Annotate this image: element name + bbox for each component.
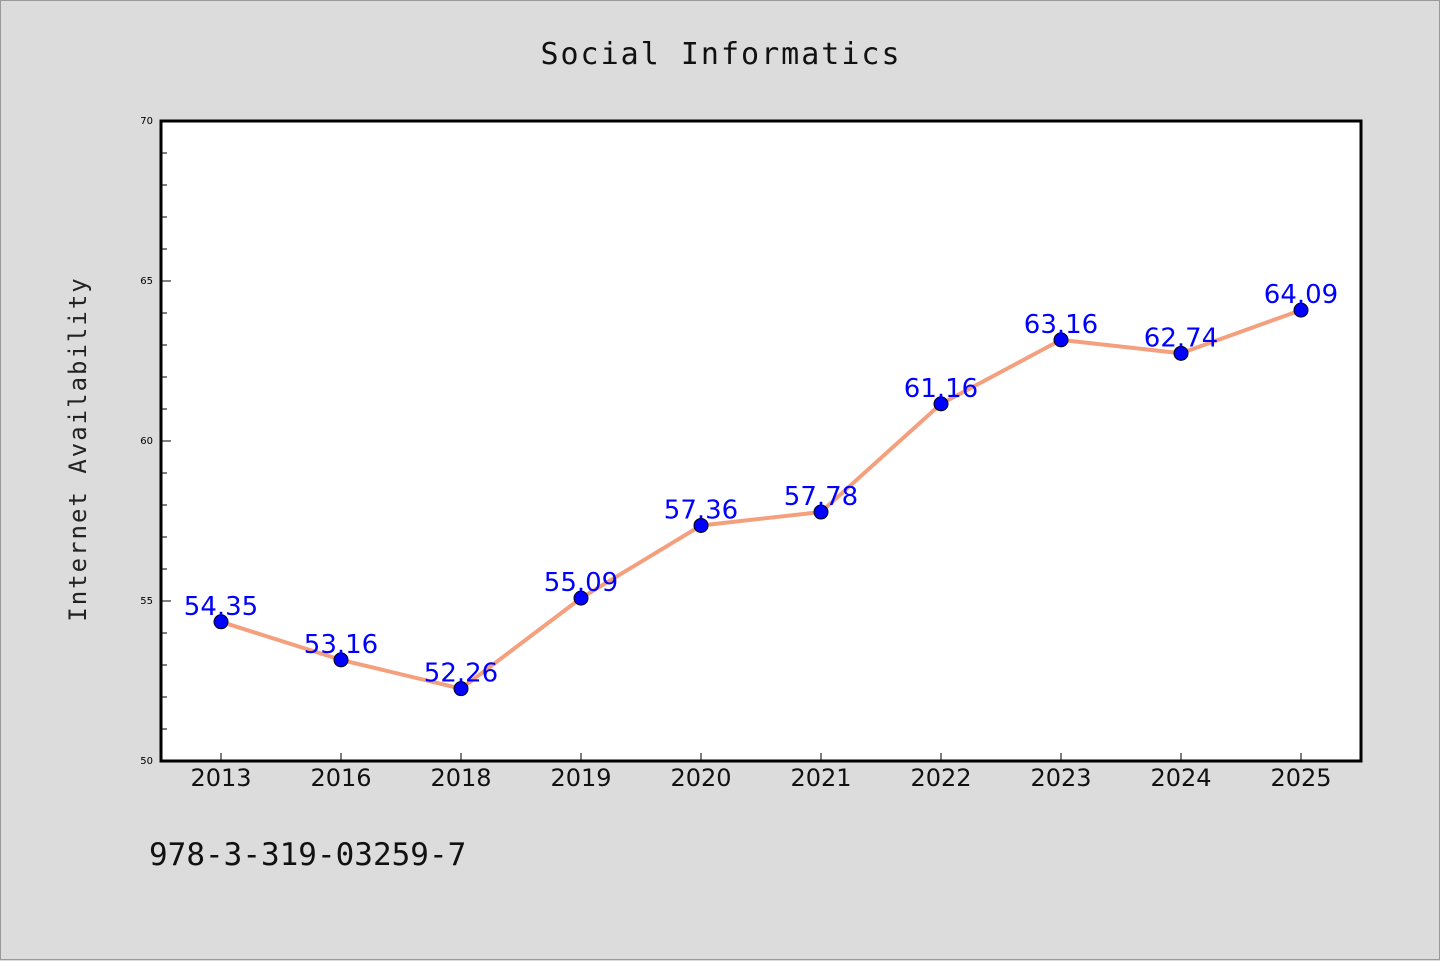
x-tick-label: 2020 (670, 764, 731, 792)
data-point (573, 590, 589, 606)
data-point (1293, 302, 1309, 318)
x-tick-label: 2021 (790, 764, 851, 792)
x-tick-label: 2024 (1150, 764, 1211, 792)
data-point (1053, 332, 1069, 348)
y-tick-label: 65 (140, 276, 153, 287)
data-label-group: 54.35 53.16 52.26 55.09 57.36 57.78 61.16 63.16… (184, 280, 1338, 689)
x-tick-label: 2016 (310, 764, 371, 792)
x-tick-label: 2019 (550, 764, 611, 792)
data-point (1173, 345, 1189, 361)
y-tick-label: 70 (140, 116, 153, 127)
data-label: 63.16 (1024, 310, 1098, 340)
data-point (213, 614, 229, 630)
x-tick-label: 2022 (910, 764, 971, 792)
series-line (219, 308, 1303, 691)
data-point (693, 517, 709, 533)
data-label: 52.26 (424, 659, 498, 689)
plot-area (161, 121, 1361, 761)
y-tick-label: 50 (140, 756, 153, 767)
data-point (333, 652, 349, 668)
chart-title: Social Informatics (540, 37, 901, 72)
x-axis: 2013 2016 2018 2019 2020 2021 2022 2023 2024 2025 (190, 753, 1332, 792)
data-label: 53.16 (304, 630, 378, 660)
y-axis-label: Internet Availability (64, 276, 92, 621)
x-tick-label: 2013 (190, 764, 251, 792)
y-tick-label: 55 (140, 596, 153, 607)
y-tick-label: 60 (140, 436, 153, 447)
data-label: 64.09 (1264, 280, 1338, 310)
data-label: 55.09 (544, 568, 618, 598)
x-tick-label: 2023 (1030, 764, 1091, 792)
data-label: 57.78 (784, 482, 858, 512)
data-label: 57.36 (664, 495, 738, 525)
isbn-footer: 978-3-319-03259-7 (149, 837, 466, 873)
data-label: 61.16 (904, 374, 978, 404)
x-tick-label: 2025 (1270, 764, 1331, 792)
data-point (813, 504, 829, 520)
data-point (453, 681, 469, 697)
data-point (933, 396, 949, 412)
x-tick-label: 2018 (430, 764, 491, 792)
plot-border (159, 119, 1363, 763)
series-line-group (213, 302, 1309, 697)
data-label: 54.35 (184, 592, 258, 622)
data-label: 62.74 (1144, 323, 1218, 353)
